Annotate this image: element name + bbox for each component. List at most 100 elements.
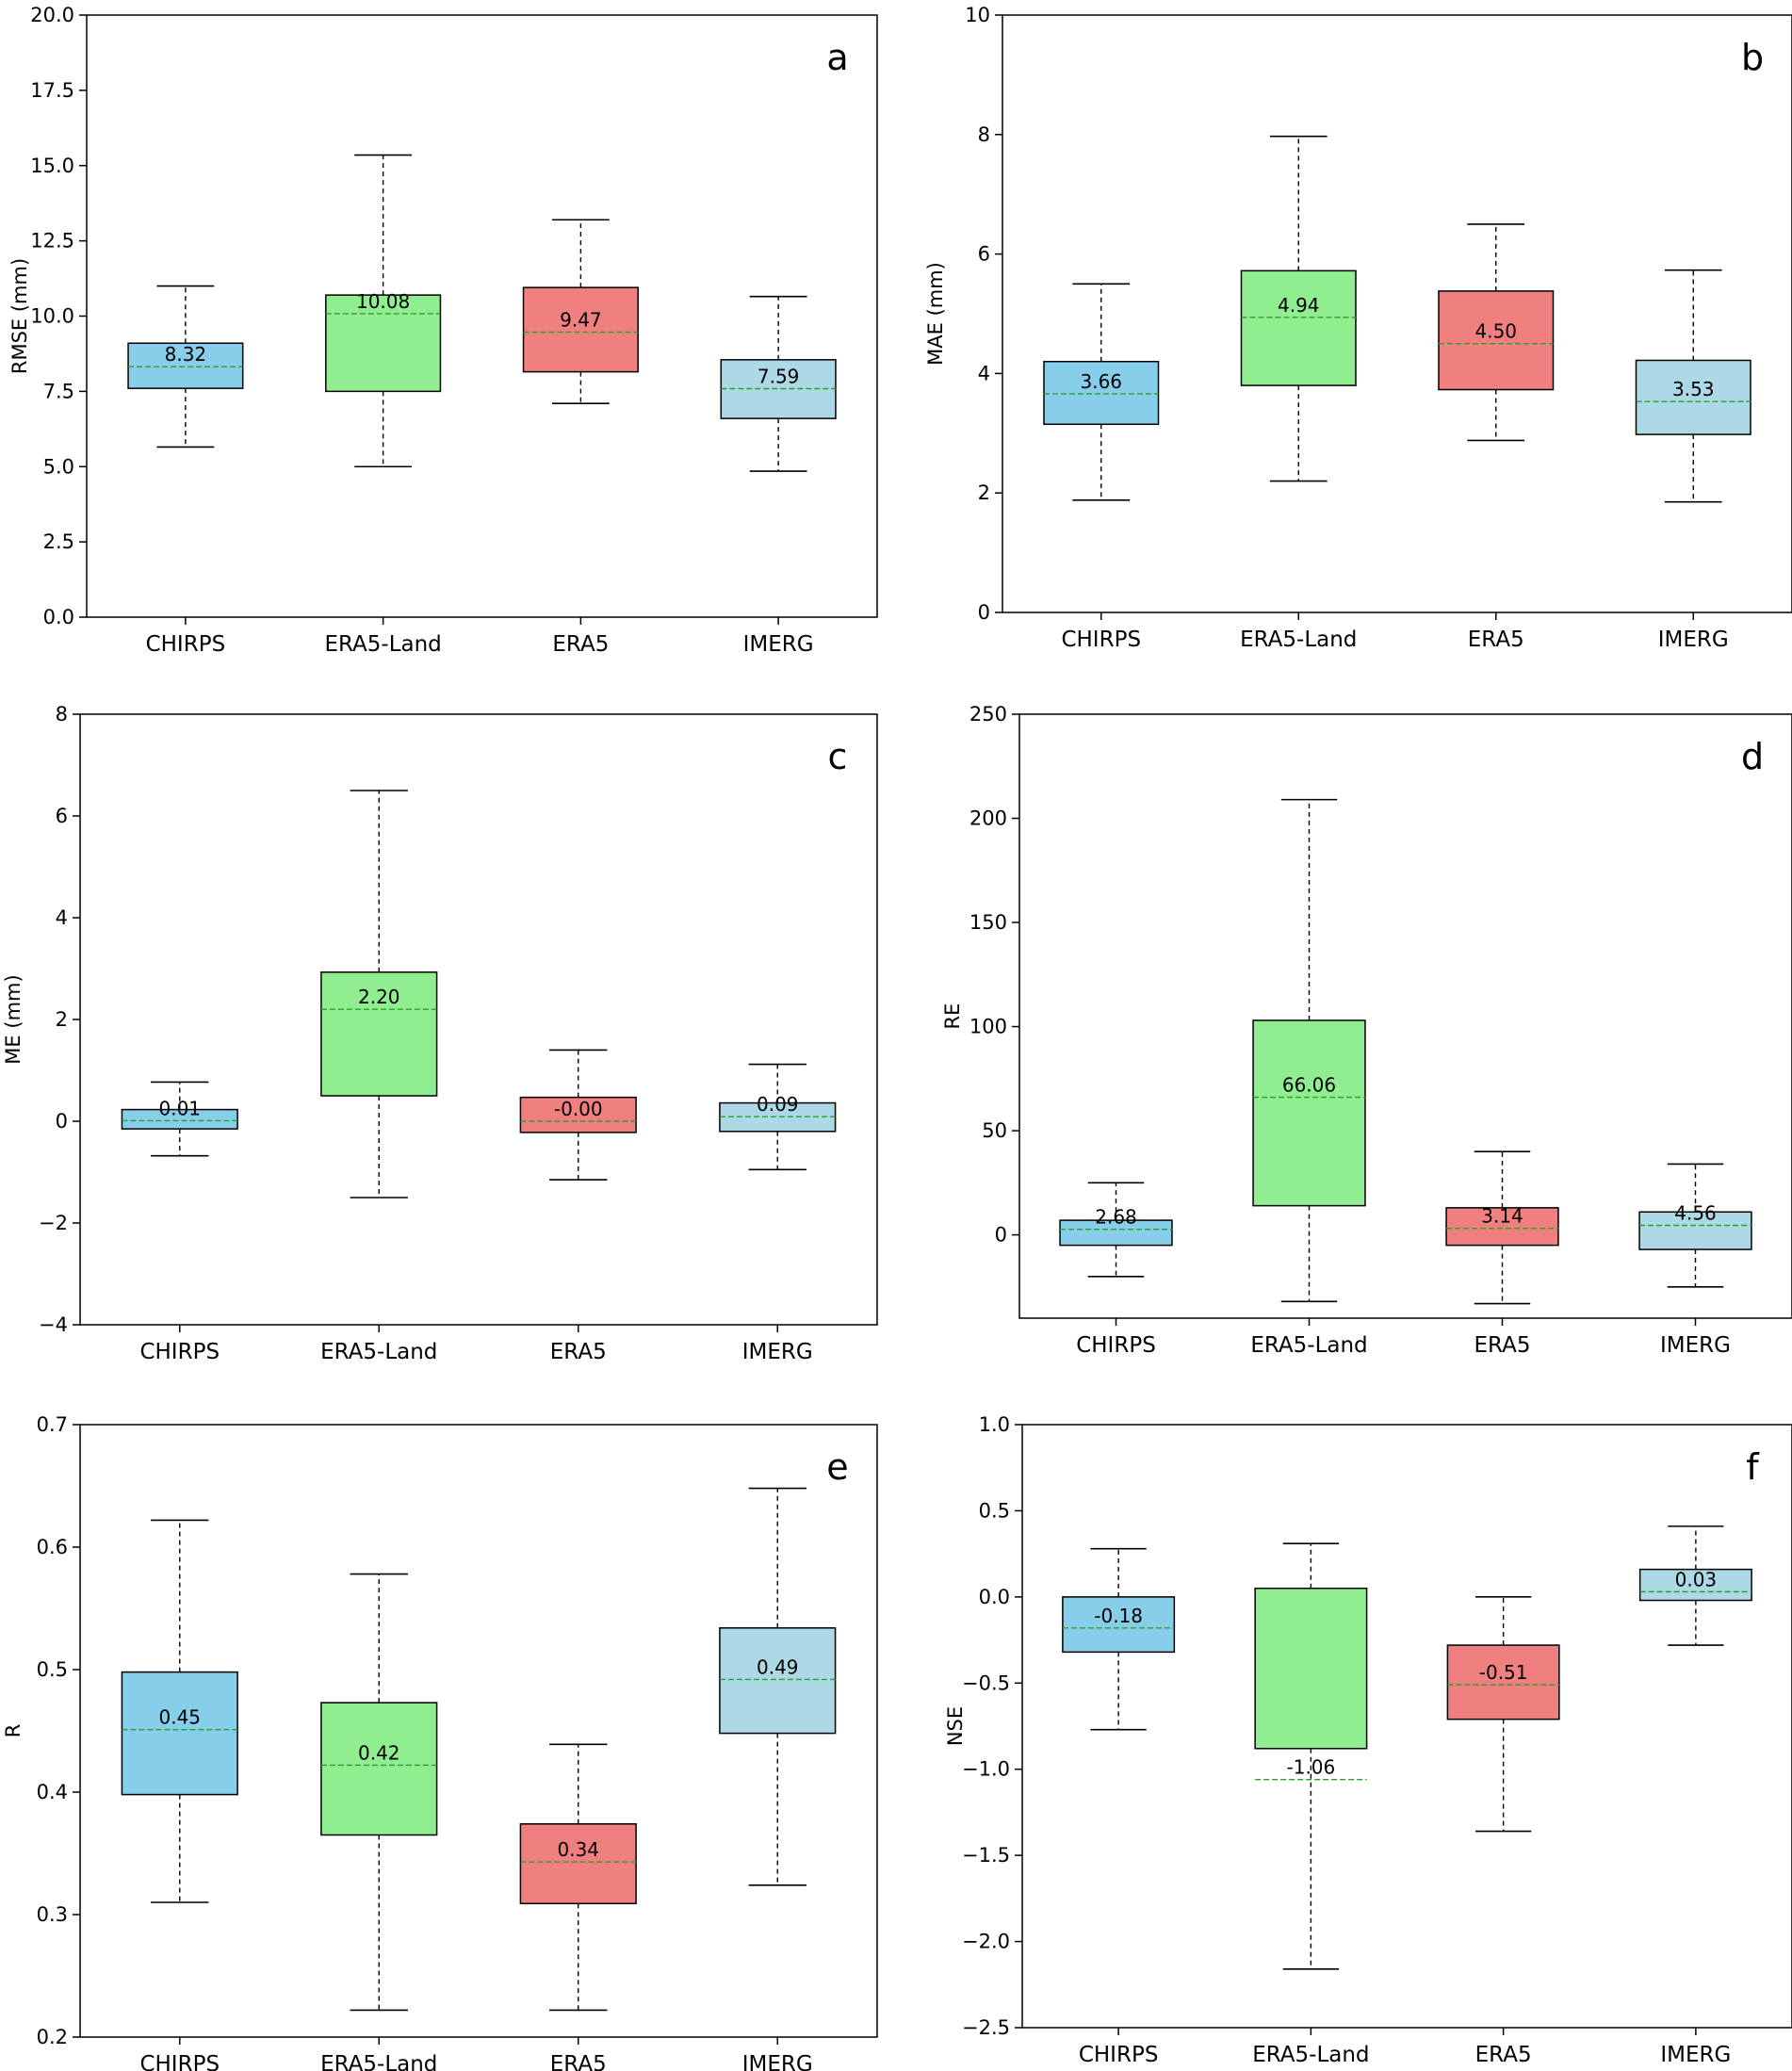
y-axis-title: R [2,1724,24,1738]
y-tick-label: 2 [978,481,990,504]
panel-letter: b [1741,37,1764,78]
box-era5: 3.14 [1445,1150,1559,1305]
iqr-box [1240,269,1357,386]
x-tick-label: IMERG [1658,628,1729,652]
box-imerg: 7.59 [720,295,837,472]
box-era5-land: 66.06 [1252,798,1366,1303]
y-tick-label: 2 [56,1008,68,1031]
y-tick-label: 8 [978,123,990,146]
mean-label: 3.14 [1481,1205,1523,1228]
x-tick-label: IMERG [743,632,814,657]
y-tick-label: 200 [969,807,1007,830]
panel-e: 0.2 0.3 0.4 0.5 0.6 0.7 R 0.45 0.42 0.34 0.49 CHIRP… [2,1413,878,2071]
panel-d: 0 50 100 150 200 250 RE 2.68 66.06 3.14 4.56 CHIRPS… [941,703,1792,1358]
y-tick-label: 50 [982,1119,1007,1142]
x-tick-label: ERA5 [1474,1333,1531,1358]
mean-label: 7.59 [758,365,800,387]
box-chirps: -0.18 [1062,1547,1176,1731]
box-chirps: 8.32 [127,285,244,448]
y-tick-label: −2.5 [962,2016,1010,2039]
panel-f: −2.5 −2.0 −1.5 −1.0 −0.5 0.0 0.5 1.0 NSE -0.18 -1.… [944,1413,1792,2067]
mean-label: -0.00 [554,1098,603,1120]
box-chirps: 0.01 [121,1081,238,1157]
y-tick-label: 5.0 [43,455,74,478]
box-imerg: 0.09 [719,1063,837,1171]
mean-label: 0.03 [1675,1568,1718,1590]
iqr-box [1062,1596,1176,1654]
iqr-box [1059,1219,1173,1247]
box-chirps: 3.66 [1043,283,1160,501]
mean-label: 0.45 [158,1706,201,1729]
x-tick-label: ERA5-Land [320,1340,437,1364]
y-tick-label: 0.0 [43,606,74,628]
x-tick-label: IMERG [742,1340,813,1364]
y-tick-label: 10.0 [30,305,74,328]
y-tick-label: 0.2 [37,2026,68,2048]
y-tick-label: 7.5 [43,380,74,402]
mean-label: 9.47 [560,308,602,331]
y-tick-label: 150 [969,911,1007,934]
y-tick-label: 15.0 [30,155,74,177]
iqr-box [121,1671,238,1796]
mean-label: 4.56 [1674,1202,1717,1225]
iqr-box [1445,1207,1559,1247]
y-tick-label: 4 [978,362,990,384]
axes-frame [1018,713,1792,1319]
x-tick-label: ERA5 [550,1340,607,1364]
y-axis-title: NSE [944,1706,967,1746]
box-imerg: 4.56 [1638,1163,1752,1288]
x-tick-label: ERA5 [550,2052,607,2071]
panel-letter: d [1741,736,1764,777]
mean-label: 2.20 [358,986,400,1008]
y-tick-label: 0.7 [37,1413,68,1436]
y-tick-label: 0 [995,1224,1007,1247]
mean-label: 3.66 [1080,370,1122,393]
iqr-box [320,971,438,1097]
y-tick-label: 250 [969,703,1007,726]
panel-letter: c [828,736,848,777]
iqr-box [519,1823,637,1905]
iqr-box [1638,1568,1752,1602]
iqr-box [121,1108,238,1130]
x-tick-label: CHIRPS [146,632,226,657]
y-tick-label: 12.5 [30,230,74,253]
iqr-box [1446,1644,1560,1720]
box-era5-land: 10.08 [325,154,442,468]
y-tick-label: 4 [56,906,68,929]
x-tick-label: ERA5 [552,632,609,657]
box-imerg: 3.53 [1635,269,1751,503]
y-tick-label: 0 [978,601,990,624]
iqr-box [1252,1019,1366,1207]
mean-label: 3.53 [1672,378,1715,400]
box-era5: -0.00 [519,1049,637,1181]
box-era5-land: 4.94 [1240,135,1357,482]
iqr-box [522,286,639,373]
x-tick-label: ERA5-Land [1252,2043,1369,2067]
mean-label: 10.08 [356,290,410,313]
axes-frame [1002,14,1792,613]
box-chirps: 0.45 [121,1519,238,1903]
y-tick-label: 2.5 [43,530,74,553]
box-era5: -0.51 [1446,1596,1560,1833]
y-axis-title: MAE (mm) [924,262,947,366]
mean-label: 66.06 [1282,1074,1336,1097]
x-tick-label: ERA5-Land [324,632,441,657]
mean-label: 0.09 [757,1093,799,1116]
mean-label: 4.94 [1278,294,1320,317]
mean-label: -0.51 [1479,1661,1528,1684]
y-tick-label: 100 [969,1016,1007,1038]
x-tick-label: ERA5-Land [320,2052,437,2071]
box-chirps: 2.68 [1059,1182,1173,1278]
y-axis-title: RE [941,1003,964,1030]
y-tick-label: 10 [965,4,990,26]
iqr-box [1638,1211,1752,1250]
y-tick-label: −2.0 [962,1931,1010,1953]
y-tick-label: 6 [56,805,68,827]
y-axis-title: ME (mm) [2,974,24,1064]
axes-frame [79,1424,878,2038]
box-era5: 0.34 [519,1743,637,2012]
box-era5-land: 2.20 [320,790,438,1199]
box-era5: 9.47 [522,219,639,404]
x-tick-label: IMERG [742,2052,813,2071]
y-tick-label: 0.5 [979,1499,1010,1522]
